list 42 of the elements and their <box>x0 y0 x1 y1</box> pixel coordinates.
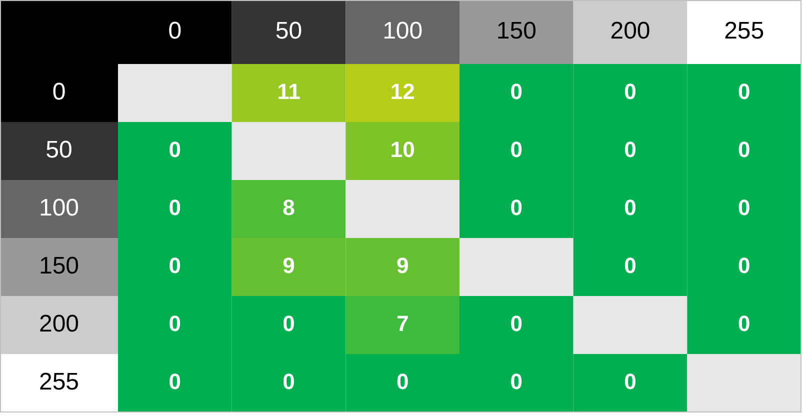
data-label: 0 <box>282 311 295 336</box>
y-tick-label: 50 <box>46 136 72 164</box>
x-tick-label: 100 <box>382 18 423 45</box>
data-label: 0 <box>168 137 182 162</box>
data-label: 0 <box>396 369 409 394</box>
data-label: 12 <box>390 79 415 104</box>
data-label: 0 <box>738 311 750 336</box>
data-label: 0 <box>624 137 636 162</box>
data-label: 0 <box>738 195 750 220</box>
y-tick-label: 200 <box>38 310 80 338</box>
y-tick-label: 255 <box>38 368 80 396</box>
data-label: 0 <box>168 311 182 336</box>
data-label: 0 <box>738 253 750 278</box>
data-label: 0 <box>738 137 750 162</box>
x-tick-label: 0 <box>168 18 182 45</box>
data-label: 0 <box>168 369 182 394</box>
data-label: 0 <box>624 79 636 104</box>
data-label: 0 <box>168 253 182 278</box>
data-label: 0 <box>624 369 636 394</box>
data-label: 0 <box>168 195 182 220</box>
x-tick-label: 200 <box>610 18 650 45</box>
data-label: 9 <box>396 253 409 278</box>
data-label: 0 <box>624 195 636 220</box>
y-tick-label: 100 <box>38 194 80 222</box>
data-label: 7 <box>396 311 409 336</box>
x-tick-label: 255 <box>724 18 764 45</box>
data-label: 8 <box>282 195 295 220</box>
data-label: 0 <box>510 137 523 162</box>
y-tick-label: 150 <box>38 252 80 280</box>
data-label: 0 <box>510 79 523 104</box>
data-label: 0 <box>510 369 523 394</box>
y-tick-label: 0 <box>52 78 66 106</box>
data-label: 0 <box>510 195 523 220</box>
data-label: 0 <box>282 369 295 394</box>
data-label: 0 <box>738 79 750 104</box>
data-label: 9 <box>282 253 295 278</box>
x-tick-label: 50 <box>275 18 302 45</box>
data-label: 11 <box>277 79 300 104</box>
data-label: 10 <box>390 137 415 162</box>
data-label: 0 <box>624 253 636 278</box>
x-tick-label: 150 <box>496 18 536 45</box>
data-label: 0 <box>510 311 523 336</box>
